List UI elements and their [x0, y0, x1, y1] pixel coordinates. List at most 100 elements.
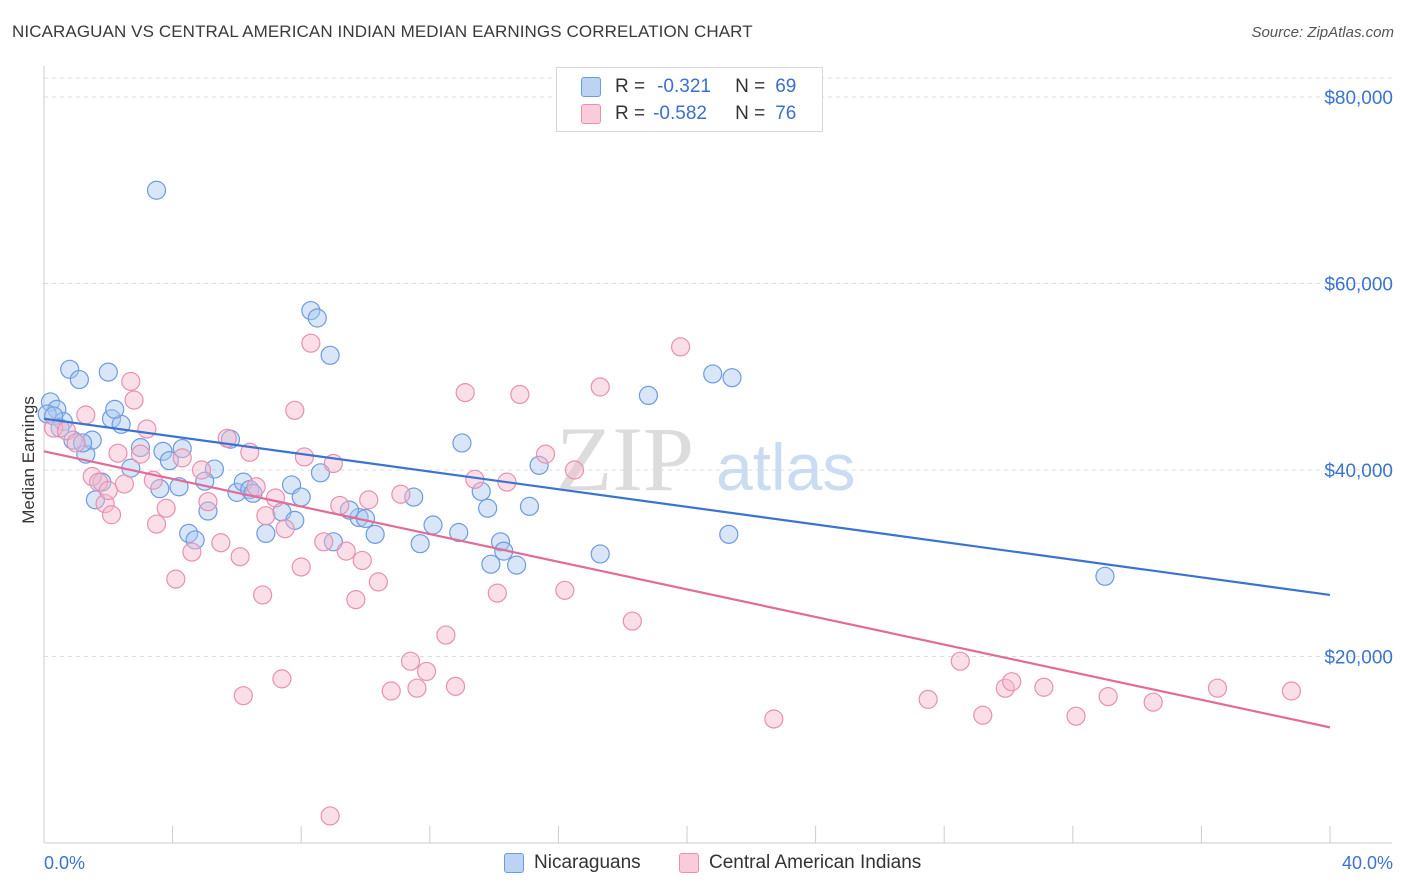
- point-s1-18: [182, 542, 202, 562]
- legend-row-nicaraguans: R = -0.321 N = 69: [581, 75, 796, 99]
- legend-r-value-2: -0.582: [653, 103, 707, 124]
- point-s1-21: [211, 533, 231, 553]
- point-s0-36: [307, 308, 327, 328]
- trend-line-1: [43, 450, 1331, 729]
- point-s0-44: [410, 534, 430, 554]
- point-s1-51: [555, 580, 575, 600]
- point-s0-60: [719, 524, 739, 544]
- y-tick-label-2: $60,000: [1324, 275, 1393, 296]
- point-s0-30: [256, 523, 276, 544]
- point-s1-52: [564, 460, 585, 480]
- legend-r-value-1: -0.321: [657, 76, 711, 97]
- legend-n-label-2: N =: [735, 103, 766, 124]
- point-s1-27: [265, 488, 286, 508]
- bottom-legend-label-central-american-indians: Central American Indians: [709, 852, 922, 873]
- point-s1-31: [301, 333, 321, 353]
- point-s1-61: [1002, 672, 1022, 692]
- point-s0-10: [98, 362, 118, 382]
- point-s1-19: [191, 460, 212, 480]
- legend-r-label-2: R =: [615, 103, 646, 124]
- point-s0-53: [507, 555, 527, 575]
- point-s1-7: [101, 505, 122, 525]
- point-s0-35: [301, 300, 321, 321]
- point-s1-3: [76, 405, 96, 425]
- point-s1-47: [487, 583, 507, 603]
- point-s1-34: [330, 495, 350, 516]
- point-s0-37: [310, 463, 331, 483]
- chart-title: NICARAGUAN VS CENTRAL AMERICAN INDIAN ME…: [12, 22, 753, 41]
- legend-swatch-pink: [581, 104, 601, 124]
- point-s1-42: [416, 661, 437, 682]
- point-s1-71: [294, 447, 315, 467]
- correlation-legend: R = -0.321 N = 69 R = -0.582 N = 76: [556, 67, 823, 132]
- point-s1-65: [1143, 692, 1163, 712]
- point-s1-76: [320, 806, 340, 826]
- point-s0-14: [130, 438, 151, 458]
- point-s1-35: [336, 541, 356, 561]
- point-s1-44: [445, 676, 466, 696]
- point-s0-65: [72, 433, 93, 453]
- point-s1-63: [1066, 706, 1086, 726]
- point-s1-26: [256, 506, 276, 526]
- x-tick-label-max: 40.0%: [1342, 853, 1393, 873]
- point-s1-45: [455, 383, 475, 403]
- point-s1-16: [166, 569, 186, 589]
- bottom-legend-nicaraguans: Nicaraguans: [504, 852, 641, 874]
- point-s0-5: [69, 369, 89, 390]
- point-s0-38: [320, 345, 340, 365]
- point-s1-67: [1281, 681, 1302, 701]
- point-s1-57: [918, 689, 938, 709]
- point-s1-32: [314, 532, 334, 552]
- bottom-legend-swatch-pink: [679, 853, 699, 873]
- point-s1-56: [764, 709, 784, 729]
- legend-swatch-blue: [581, 77, 601, 97]
- point-s0-55: [529, 455, 549, 475]
- y-tick-label-0: $20,000: [1324, 648, 1393, 669]
- point-s1-75: [233, 686, 253, 706]
- point-s1-59: [973, 705, 993, 725]
- point-s1-54: [622, 611, 642, 631]
- point-s1-13: [137, 419, 157, 439]
- point-s1-39: [381, 681, 401, 701]
- point-s1-64: [1098, 686, 1118, 707]
- point-s0-56: [590, 544, 610, 564]
- point-s1-74: [272, 669, 292, 689]
- point-s1-25: [246, 477, 266, 497]
- point-s0-61: [1095, 566, 1115, 586]
- point-s0-66: [105, 399, 125, 419]
- point-s0-17: [153, 441, 173, 461]
- point-s1-14: [146, 514, 167, 534]
- point-s0-68: [339, 500, 360, 520]
- point-s0-54: [519, 496, 540, 516]
- point-s1-2: [66, 433, 86, 453]
- point-s1-55: [670, 337, 691, 357]
- watermark-zip: ZIP: [556, 408, 694, 510]
- point-s1-40: [391, 484, 411, 504]
- point-s0-47: [452, 433, 472, 453]
- point-s1-20: [198, 492, 218, 512]
- point-s1-11: [124, 390, 144, 410]
- point-s0-42: [365, 524, 385, 544]
- point-s1-9: [114, 474, 134, 494]
- point-s0-22: [185, 530, 205, 550]
- point-s1-73: [407, 678, 427, 698]
- point-s1-12: [130, 444, 151, 464]
- point-s0-39: [323, 532, 343, 552]
- point-s1-10: [121, 371, 141, 392]
- legend-r-label-1: R =: [615, 76, 646, 97]
- point-s1-58: [950, 651, 970, 671]
- point-s1-70: [253, 585, 273, 605]
- point-s1-50: [535, 444, 556, 464]
- point-s1-68: [98, 480, 118, 501]
- watermark-atlas: atlas: [716, 430, 855, 504]
- point-s1-53: [590, 377, 610, 397]
- bottom-legend-swatch-blue: [504, 853, 524, 873]
- point-s1-8: [108, 443, 128, 463]
- source-label: Source: ZipAtlas.com: [1251, 24, 1394, 41]
- point-s0-49: [478, 498, 498, 518]
- y-axis-label: Median Earnings: [19, 396, 38, 524]
- point-s0-50: [481, 554, 501, 574]
- point-s1-38: [368, 572, 388, 592]
- point-s1-41: [400, 651, 421, 671]
